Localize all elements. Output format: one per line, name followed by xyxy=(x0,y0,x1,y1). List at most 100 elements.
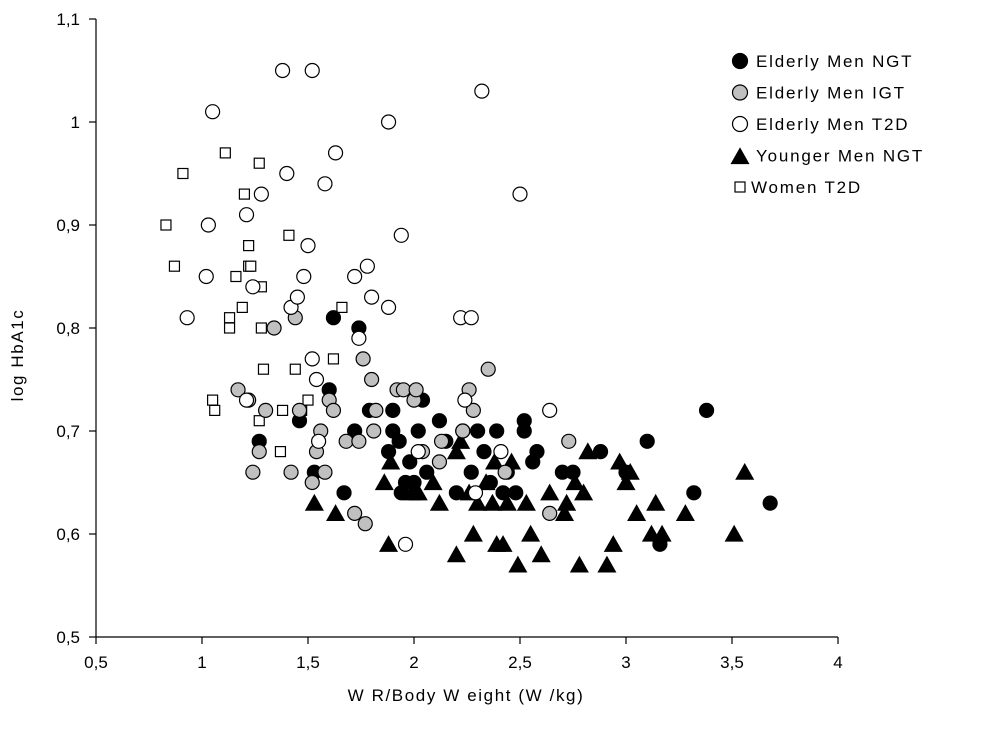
data-point xyxy=(207,394,219,406)
legend: Elderly Men NGT Elderly Men IGT Elderly Me… xyxy=(730,52,924,197)
data-point xyxy=(482,493,502,511)
data-point xyxy=(639,433,655,449)
data-point xyxy=(253,157,265,169)
legend-marker xyxy=(730,147,750,165)
data-point xyxy=(200,217,216,233)
data-point xyxy=(433,433,450,449)
y-tick-label: 0,5 xyxy=(56,628,80,647)
data-point xyxy=(327,353,340,365)
data-point xyxy=(603,535,623,552)
data-point xyxy=(468,493,488,511)
data-point xyxy=(380,444,397,460)
data-point xyxy=(463,310,479,326)
data-point xyxy=(374,473,394,491)
legend-label: Women T2D xyxy=(751,178,862,197)
data-point xyxy=(561,433,577,449)
data-point xyxy=(317,464,333,480)
data-point xyxy=(485,452,505,470)
legend-marker xyxy=(731,52,749,70)
data-point xyxy=(283,229,295,241)
data-point xyxy=(592,444,609,460)
x-ticks: 0,5 1 1,5 2 2,5 3 3,5 4 xyxy=(84,637,843,672)
legend-label: Elderly Men NGT xyxy=(756,52,913,71)
data-point xyxy=(542,505,558,522)
y-tick-label: 1 xyxy=(71,113,80,132)
data-point xyxy=(205,104,221,120)
data-point xyxy=(236,301,248,313)
data-point xyxy=(597,555,617,573)
legend-label: Younger Men NGT xyxy=(756,147,924,166)
data-point xyxy=(308,371,325,388)
data-point xyxy=(618,464,634,480)
data-point xyxy=(357,516,373,532)
data-point xyxy=(578,442,598,460)
data-point xyxy=(289,289,305,305)
data-point xyxy=(410,444,426,460)
data-point xyxy=(243,240,255,252)
data-point xyxy=(540,483,560,501)
data-point xyxy=(219,147,231,159)
data-point xyxy=(289,363,301,375)
x-tick-label: 1,5 xyxy=(296,653,320,672)
data-point xyxy=(379,535,399,552)
data-point xyxy=(408,483,428,501)
data-point xyxy=(364,289,380,305)
data-point xyxy=(497,493,517,511)
legend-marker xyxy=(734,181,746,193)
data-point xyxy=(495,485,511,501)
data-point xyxy=(245,279,261,295)
data-point xyxy=(429,493,449,511)
data-point xyxy=(351,433,367,449)
y-tick-label: 1,1 xyxy=(56,10,80,29)
data-point xyxy=(238,392,255,408)
data-point xyxy=(493,444,509,460)
data-point xyxy=(380,299,397,315)
data-point xyxy=(179,310,195,326)
data-point xyxy=(325,402,342,418)
data-point xyxy=(177,167,189,180)
data-point xyxy=(476,444,492,460)
x-tick-label: 0,5 xyxy=(84,653,108,672)
data-point xyxy=(255,322,267,334)
data-point xyxy=(675,504,695,522)
data-point xyxy=(336,301,348,313)
x-tick-label: 3 xyxy=(621,653,630,672)
data-point xyxy=(245,260,257,272)
x-tick-label: 4 xyxy=(833,653,842,672)
data-point xyxy=(327,145,344,161)
data-point xyxy=(304,351,320,367)
data-point xyxy=(463,524,483,542)
data-point xyxy=(304,62,320,79)
data-point xyxy=(385,402,401,418)
data-point xyxy=(516,493,536,511)
data-point xyxy=(698,402,715,418)
y-ticks: 0,5 0,6 0,7 0,8 0,9 1 1,1 xyxy=(56,10,96,647)
data-point xyxy=(467,485,484,501)
data-point xyxy=(448,485,464,501)
y-tick-label: 0,7 xyxy=(56,422,80,441)
data-point xyxy=(457,392,473,408)
data-point xyxy=(291,402,308,418)
data-point xyxy=(431,413,448,429)
data-point xyxy=(251,444,267,460)
y-tick-label: 0,6 xyxy=(56,525,80,544)
data-point xyxy=(393,227,409,243)
data-point xyxy=(529,444,545,460)
data-point xyxy=(646,493,666,511)
data-point xyxy=(257,363,270,375)
data-point xyxy=(521,524,541,542)
data-point xyxy=(198,268,214,285)
data-point xyxy=(470,423,486,439)
data-point xyxy=(325,310,342,326)
data-point xyxy=(574,483,594,501)
legend-marker xyxy=(731,84,749,101)
data-point xyxy=(223,322,236,334)
data-point xyxy=(616,473,636,491)
data-point xyxy=(652,536,668,552)
data-point xyxy=(366,423,382,439)
data-point xyxy=(406,474,422,491)
data-point xyxy=(230,270,242,283)
data-point xyxy=(283,464,299,480)
x-tick-label: 3,5 xyxy=(720,653,744,672)
